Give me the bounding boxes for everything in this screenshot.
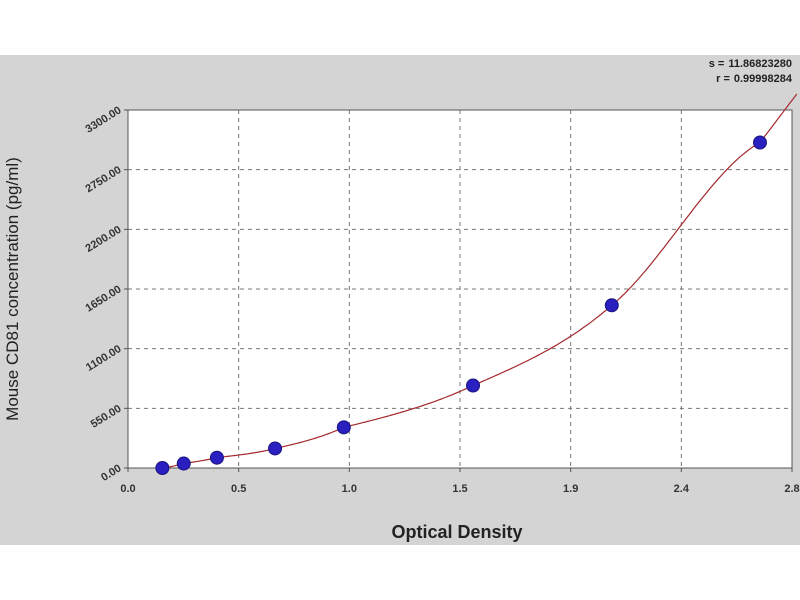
data-point (604, 298, 619, 313)
x-axis-title: Optical Density (391, 522, 522, 542)
x-tick-label: 0.0 (120, 483, 135, 495)
y-tick-label: 0.00 (99, 462, 124, 484)
y-tick-label: 1100.00 (84, 343, 124, 374)
y-axis-title: Mouse CD81 concentration (pg/ml) (3, 157, 22, 421)
fit-stat-r-label: r = (716, 73, 730, 85)
data-point (752, 135, 767, 150)
x-tick-label: 1.5 (452, 483, 467, 495)
data-point (155, 461, 170, 475)
standard-curve-chart: 0.0 0.5 1.0 1.5 1.9 2.4 2.8 0.00 550.00 1100.00 16… (3, 93, 800, 542)
y-tick-label: 3300.00 (84, 104, 124, 135)
data-point (209, 450, 224, 465)
fit-stat-r: r = 0.99998284 (716, 73, 792, 85)
x-tick-label: 0.5 (231, 483, 246, 495)
x-tick-label: 2.4 (674, 483, 690, 495)
y-tick-label: 2750.00 (84, 164, 124, 195)
data-point (336, 420, 351, 435)
fit-stat-s-value: 11.86823280 (728, 58, 792, 70)
data-point (176, 456, 191, 471)
x-tick-label: 2.8 (784, 483, 799, 495)
fit-stat-s-label: s = (708, 58, 725, 70)
fit-stat-s: s = 11.86823280 (709, 58, 792, 70)
x-tick-label: 1.9 (563, 483, 578, 495)
fit-stat-r-value: 0.99998284 (733, 73, 792, 85)
y-tick-label: 2200.00 (84, 224, 124, 255)
data-point (268, 441, 283, 456)
y-tick-label: 1650.00 (84, 283, 124, 314)
y-tick-label: 550.00 (89, 403, 124, 431)
x-tick-label: 1.0 (342, 483, 357, 495)
chart-frame: s = 11.86823280 r = 0.99998284 0.0 0.5 1.0 1.… (0, 55, 800, 545)
data-point (466, 378, 481, 393)
